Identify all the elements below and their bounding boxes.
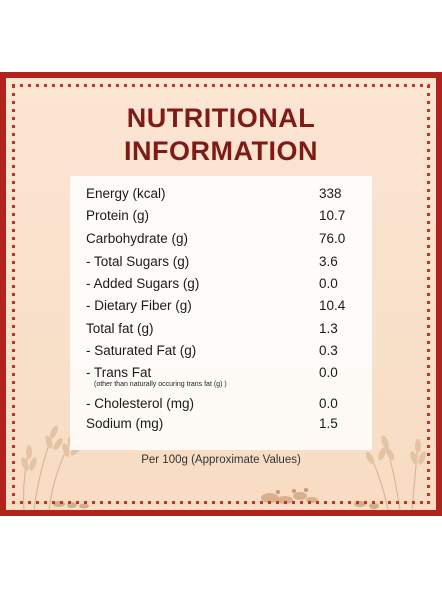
title-line-1: NUTRITIONAL: [126, 103, 316, 133]
nutrient-value: 76.0: [319, 231, 346, 246]
nutrient-value: 0.3: [319, 343, 338, 358]
nutrient-value: 1.3: [319, 321, 338, 336]
title-line-2: INFORMATION: [124, 136, 318, 166]
nutrient-label: Total fat (g): [86, 321, 154, 336]
nutrient-label: Protein (g): [86, 208, 150, 223]
nutrient-value: 0.0: [319, 396, 338, 411]
nutrient-value: 0.0: [319, 365, 338, 380]
outer-border: [0, 72, 442, 516]
nutrient-label: - Added Sugars (g): [86, 276, 200, 291]
nutrient-value: 10.7: [319, 208, 346, 223]
nutrient-label: Sodium (mg): [86, 416, 164, 431]
nutrient-value: 0.0: [319, 276, 338, 291]
nutrient-label: - Trans Fat: [86, 365, 152, 380]
serving-note: Per 100g (Approximate Values): [141, 454, 301, 466]
nutrient-label: - Total Sugars (g): [86, 254, 190, 269]
nutrient-label: - Cholesterol (mg): [86, 396, 195, 411]
nutrient-label: - Saturated Fat (g): [86, 343, 197, 358]
nutrition-table: Energy (kcal) 338 Protein (g) 10.7 Carbo…: [70, 176, 372, 450]
nutrient-value: 10.4: [319, 298, 346, 313]
nutrient-value: 338: [319, 186, 342, 201]
nutrient-value: 1.5: [319, 416, 338, 431]
trans-fat-note: (other than naturally occuring trans fat…: [94, 381, 227, 388]
nutrient-label: Carbohydrate (g): [86, 231, 189, 246]
nutrient-label: Energy (kcal): [86, 186, 166, 201]
nutrient-value: 3.6: [319, 254, 338, 269]
nutrient-label: - Dietary Fiber (g): [86, 298, 192, 313]
